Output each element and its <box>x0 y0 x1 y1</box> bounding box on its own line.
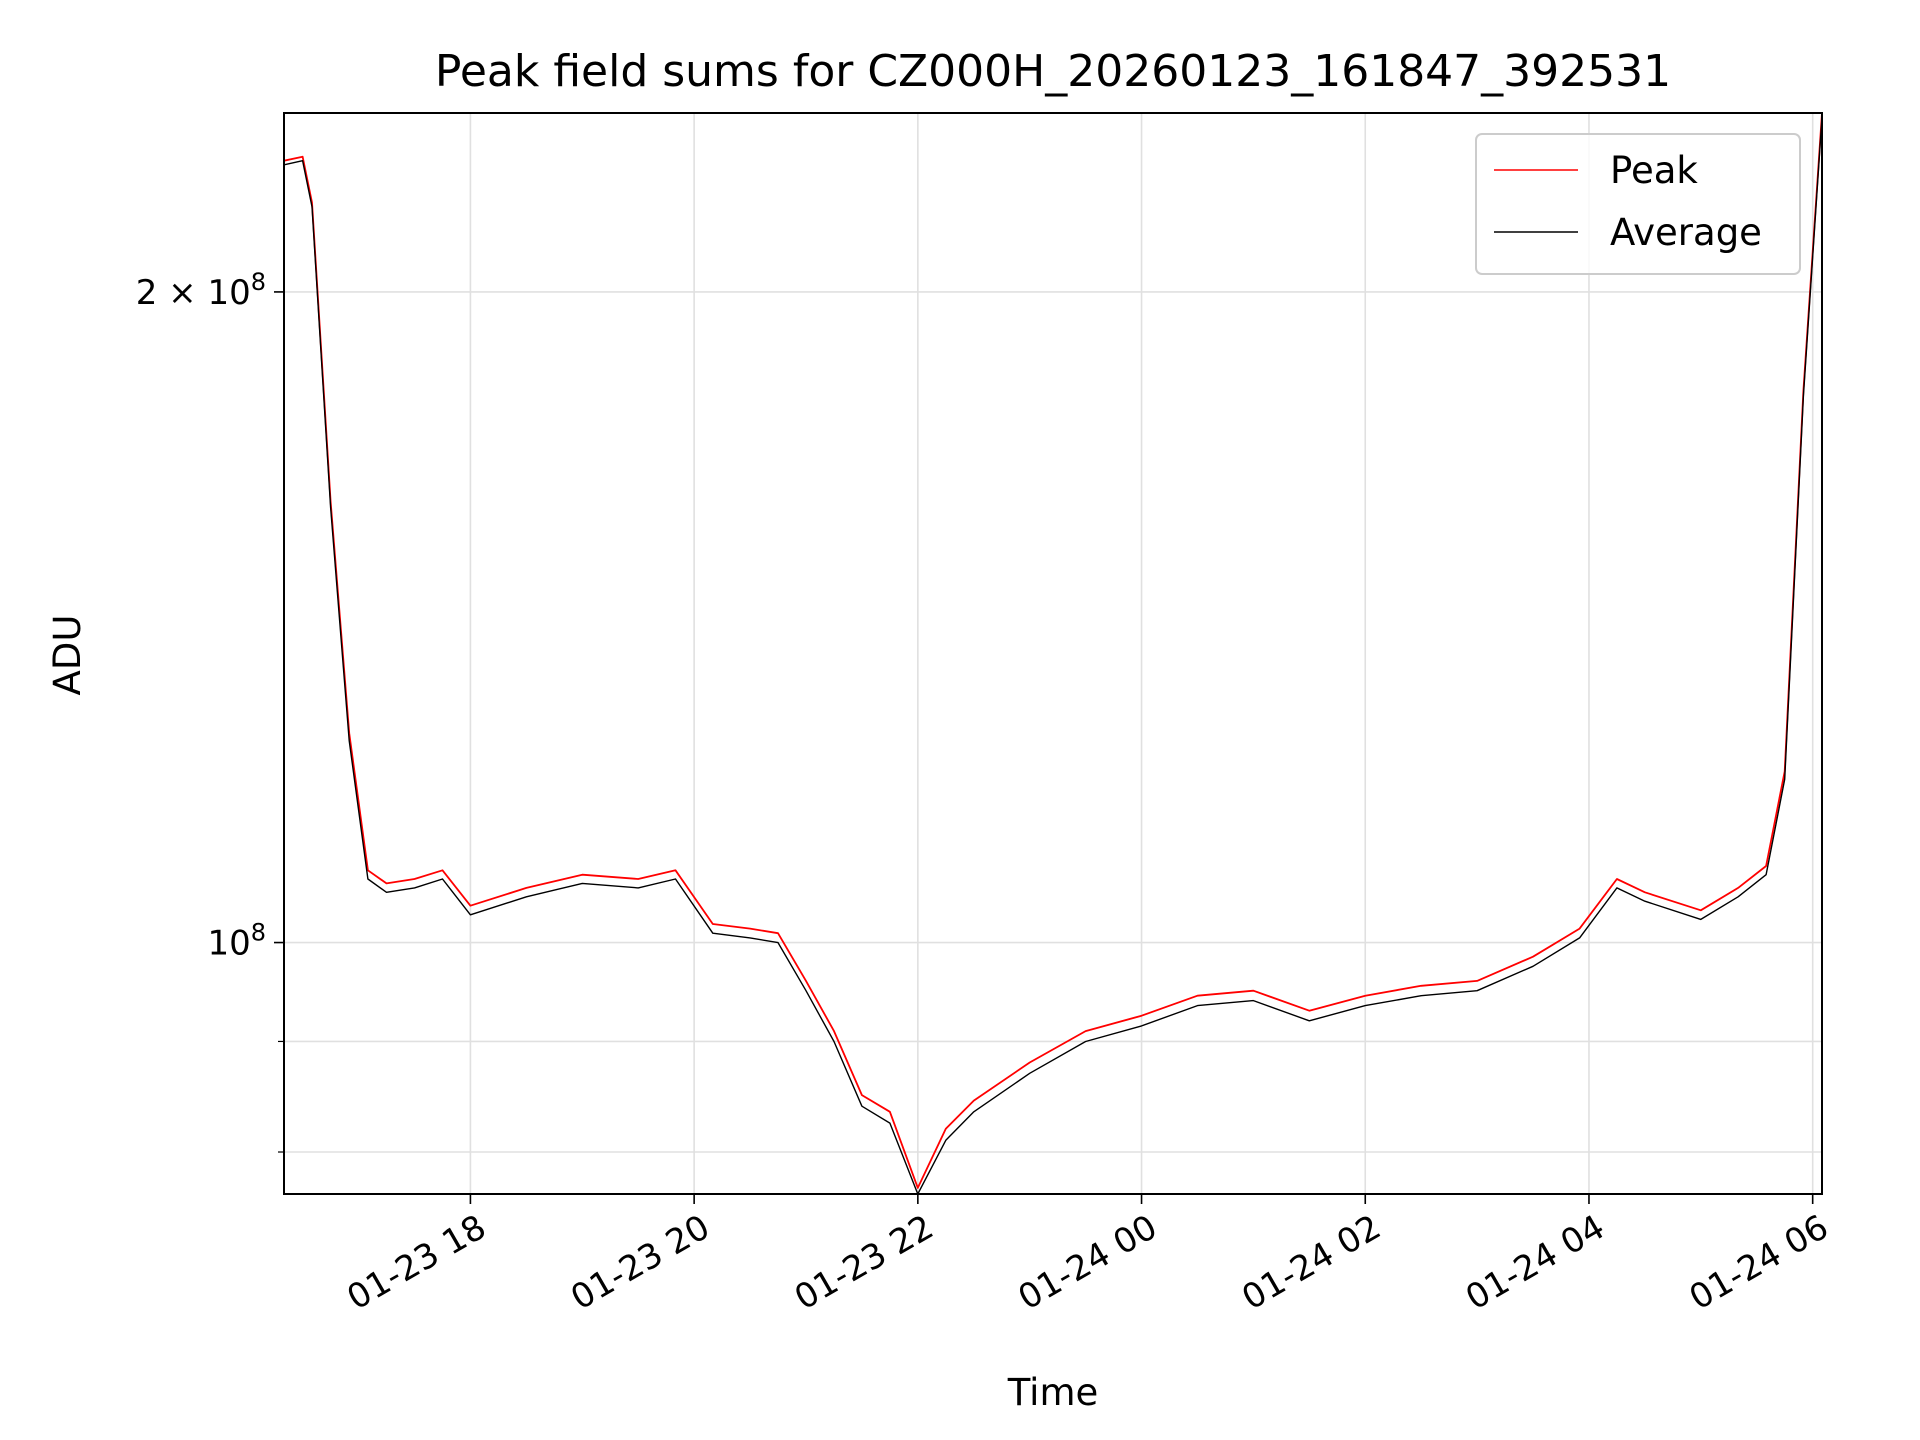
plot-area-background <box>284 113 1822 1194</box>
grid-lines <box>284 113 1822 1194</box>
y-axis-label: ADU <box>46 615 89 696</box>
series-line-average <box>284 116 1822 1194</box>
legend-label-peak: Peak <box>1610 149 1698 192</box>
legend: Peak Average <box>1475 133 1801 275</box>
series-lines <box>284 113 1822 1194</box>
x-axis-label: Time <box>1007 1371 1099 1414</box>
plot-frame <box>283 112 1823 1195</box>
legend-box <box>1475 133 1801 275</box>
legend-label-average: Average <box>1610 211 1762 254</box>
chart-title: Peak field sums for CZ000H_20260123_1618… <box>435 46 1671 97</box>
y-tick-label: 2 × 108 <box>136 268 266 313</box>
y-tick-label: 108 <box>207 919 266 964</box>
series-line-peak <box>284 113 1822 1189</box>
